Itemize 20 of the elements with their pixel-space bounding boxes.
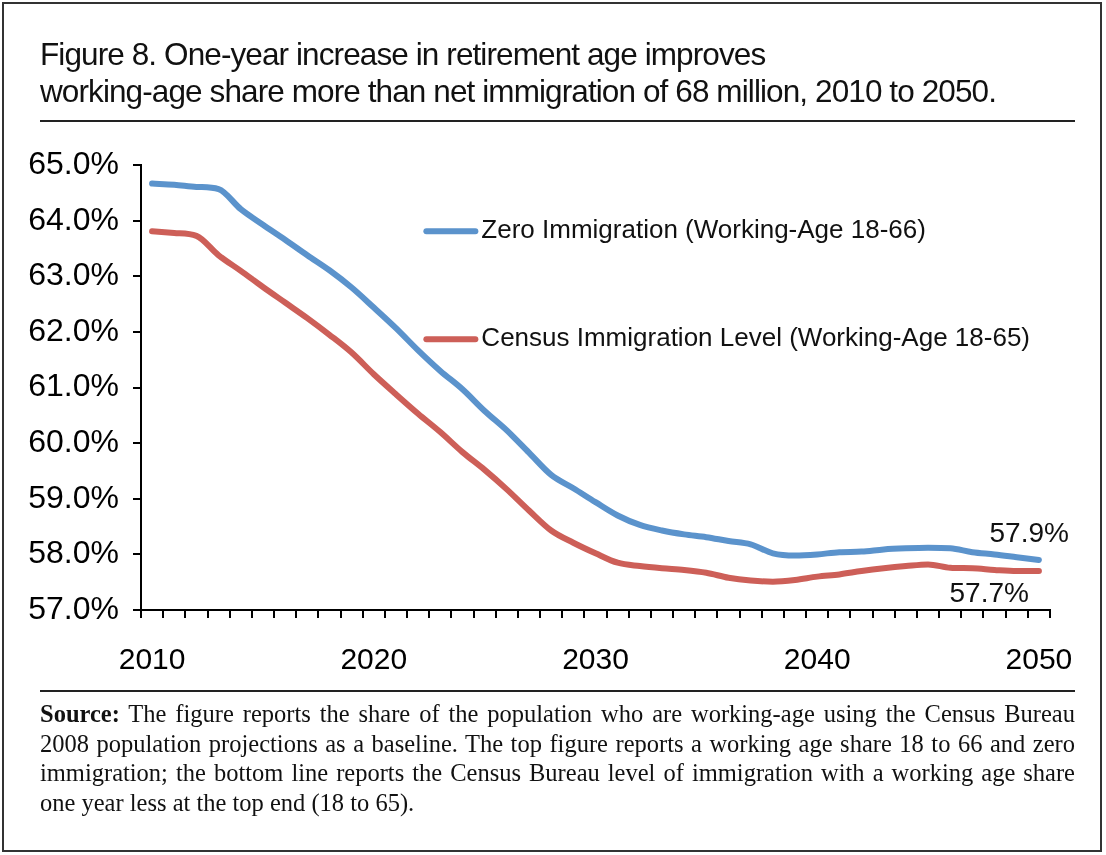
x-tick-label: 2010 <box>118 642 186 676</box>
source-note: Source: The figure reports the share of the population who are working-age using the Census Bureau 2008 population projections as a baseline. The top figure reports a working age share 18 to 66 and zero immigration; the bottom line reports the Census Bureau level of immigration with a working age share one year less at the top end (18 to 65). <box>40 699 1075 817</box>
y-tick-label: 60.0% <box>28 423 119 460</box>
y-tick-label: 58.0% <box>28 534 119 571</box>
y-tick-label: 57.0% <box>28 589 119 626</box>
chart-title: Figure 8. One-year increase in retirement age improves working-age share more than net immigration of 68 million, 2010 to 2050. <box>40 36 1075 122</box>
y-tick-label: 64.0% <box>28 200 119 237</box>
legend-label: Census Immigration Level (Working-Age 18-65) <box>481 322 1030 353</box>
y-tick-label: 65.0% <box>28 145 119 182</box>
data-label: 57.7% <box>949 576 1029 608</box>
x-tick-label: 2050 <box>1005 642 1073 676</box>
x-tick-label: 2030 <box>562 642 629 676</box>
x-tick-label: 2020 <box>340 642 408 676</box>
x-tick-label: 2040 <box>783 642 851 676</box>
y-tick-label: 61.0% <box>28 367 119 404</box>
y-tick-label: 63.0% <box>28 256 119 293</box>
y-tick-label: 62.0% <box>28 311 119 348</box>
data-label: 57.9% <box>989 516 1069 548</box>
legend-label: Zero Immigration (Working-Age 18-66) <box>481 214 926 245</box>
y-tick-label: 59.0% <box>28 478 119 515</box>
